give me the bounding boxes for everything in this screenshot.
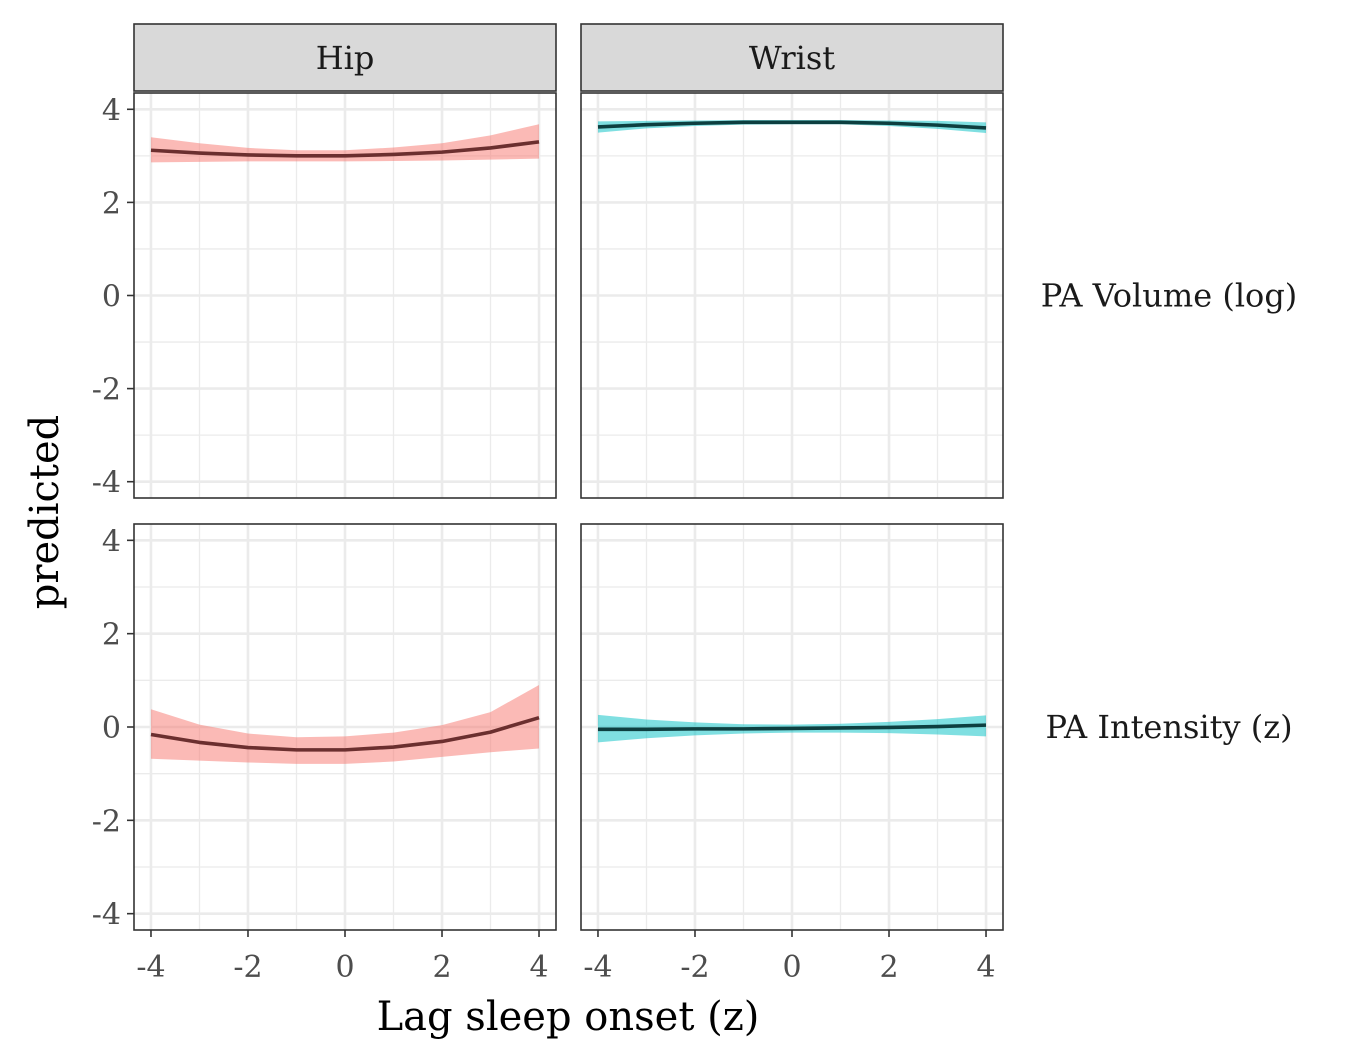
strip-label-hip: Hip (316, 39, 375, 77)
panel-wrist-intensity (580, 523, 1004, 931)
row-label-pa-volume: PA Volume (log) (1041, 277, 1298, 315)
y-tick-label: -4 (92, 466, 121, 501)
y-tick-label: -2 (92, 804, 121, 839)
y-tick-label: 0 (102, 711, 121, 746)
fitted-line (150, 140, 540, 158)
panel-hip-volume (133, 92, 557, 499)
y-tick-label: 0 (102, 280, 121, 315)
x-tick-label: 4 (976, 950, 995, 985)
y-tick-label: -2 (92, 373, 121, 408)
x-tick-label: -4 (583, 950, 612, 985)
x-tick-label: -2 (233, 950, 262, 985)
y-tick-label: 4 (102, 524, 121, 559)
x-tick-label: 2 (879, 950, 898, 985)
x-axis-title: Lag sleep onset (z) (377, 994, 760, 1040)
row-label-pa-intensity: PA Intensity (z) (1045, 708, 1292, 746)
panel-grid (134, 524, 556, 930)
panel-wrist-volume (580, 92, 1004, 499)
strip-hip: Hip (133, 23, 557, 92)
confidence-ribbon (150, 685, 540, 764)
strip-label-wrist: Wrist (749, 39, 835, 77)
x-tick-label: -2 (680, 950, 709, 985)
y-tick-label: 2 (102, 618, 121, 653)
panel-grid (581, 93, 1003, 498)
x-tick-label: 0 (782, 950, 801, 985)
panels-layer: Hip Wrist PA Volume (log) PA Intensity (z) -… (92, 23, 1298, 985)
fitted-line (597, 120, 987, 130)
panel-border (580, 92, 1004, 499)
y-tick-label: 4 (102, 93, 121, 128)
panel-hip-intensity (133, 523, 557, 931)
strip-wrist: Wrist (580, 23, 1004, 92)
strip-background (133, 23, 557, 92)
y-tick-label: 2 (102, 186, 121, 221)
x-tick-label: 2 (432, 950, 451, 985)
y-axis-title: predicted (22, 415, 68, 610)
x-tick-label: 4 (529, 950, 548, 985)
strip-background (580, 23, 1004, 92)
x-tick-label: 0 (335, 950, 354, 985)
fitted-line (597, 723, 987, 732)
x-tick-label: -4 (136, 950, 165, 985)
fitted-line (150, 715, 540, 752)
y-tick-label: -4 (92, 898, 121, 933)
